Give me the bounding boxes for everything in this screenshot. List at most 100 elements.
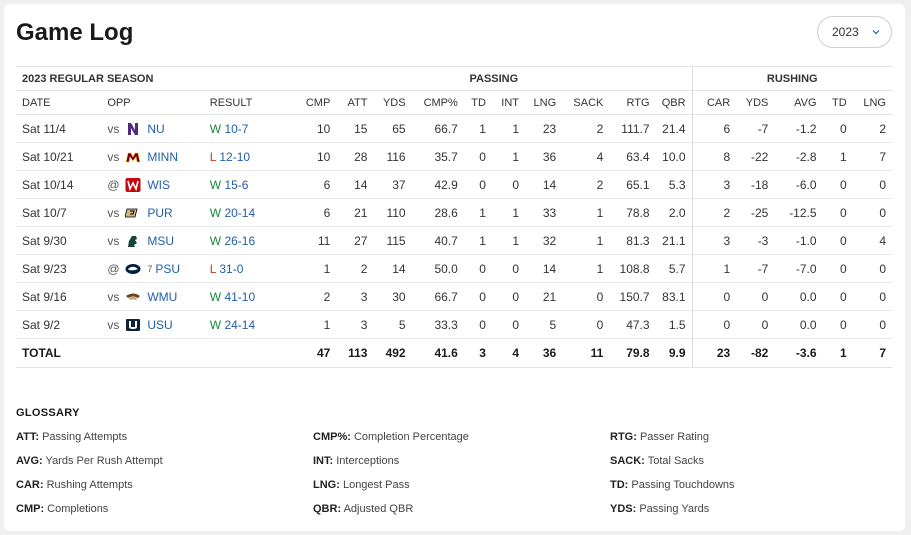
total-yds: -82 xyxy=(736,338,775,368)
result-cell[interactable]: W 10-7 xyxy=(203,114,297,143)
result-cell[interactable]: W 20-14 xyxy=(203,198,297,227)
result-score-link[interactable]: 10-7 xyxy=(224,121,249,136)
glossary-key: CAR: xyxy=(16,479,44,491)
result-score-link[interactable]: 31-0 xyxy=(219,261,244,276)
result-score-link[interactable]: 41-10 xyxy=(224,289,256,304)
opponent-link[interactable]: NU xyxy=(147,121,165,136)
stat-sack: 1 xyxy=(562,198,610,227)
stat-lng: 2 xyxy=(852,114,892,143)
glossary-definition: Completion Percentage xyxy=(353,431,469,443)
stat-qbr: 21.1 xyxy=(655,226,693,255)
glossary-item: INT: Interceptions xyxy=(313,455,399,467)
opponent[interactable]: vs MINN xyxy=(107,149,197,165)
home-away-indicator: vs xyxy=(107,233,120,248)
column-header-att[interactable]: ATT xyxy=(336,90,374,115)
glossary-definition: Passing Attempts xyxy=(42,431,128,443)
column-header-yds[interactable]: YDS xyxy=(373,90,412,115)
stat-cmp-pct: 35.7 xyxy=(411,142,464,171)
column-header-result[interactable]: RESULT xyxy=(203,90,297,115)
result-score-link[interactable]: 12-10 xyxy=(219,149,251,164)
stat-td: 1 xyxy=(463,226,492,255)
opponent-link[interactable]: PUR xyxy=(147,205,173,220)
result-cell[interactable]: W 15-6 xyxy=(203,170,297,199)
opponent-link[interactable]: WIS xyxy=(147,177,171,192)
total-cmp-pct: 41.6 xyxy=(411,338,464,368)
glossary-definition: Passing Touchdowns xyxy=(631,479,735,491)
column-header-lng[interactable]: LNG xyxy=(852,90,892,115)
stat-qbr: 5.7 xyxy=(655,254,693,283)
glossary-key: ATT: xyxy=(16,431,40,443)
column-header-rtg[interactable]: RTG xyxy=(609,90,656,115)
opponent[interactable]: vs USU xyxy=(107,317,197,333)
home-away-indicator: vs xyxy=(107,205,120,220)
game-log-card: Game Log 2023 2023 REGULAR SEASON PASSIN… xyxy=(4,4,905,531)
stat-avg: -2.8 xyxy=(774,142,823,171)
stat-att: 28 xyxy=(336,142,374,171)
opponent-link[interactable]: USU xyxy=(147,317,173,332)
column-header-sack[interactable]: SACK xyxy=(562,90,610,115)
total-rtg: 79.8 xyxy=(609,338,656,368)
column-header-avg[interactable]: AVG xyxy=(774,90,823,115)
column-header-row: DATE OPP RESULT CMP ATT YDS CMP% TD INT LNG SACK RT… xyxy=(16,90,892,115)
result-outcome: W xyxy=(209,233,222,248)
stat-int: 0 xyxy=(491,254,526,283)
stat-sack: 2 xyxy=(562,114,610,143)
total-cmp: 47 xyxy=(296,338,337,368)
stat-att: 27 xyxy=(336,226,374,255)
game-date: Sat 10/7 xyxy=(16,198,102,227)
opponent-link[interactable]: MINN xyxy=(147,149,179,164)
opponent-cell: @7 PSU xyxy=(101,254,204,283)
result-score-link[interactable]: 26-16 xyxy=(224,233,256,248)
result-outcome: W xyxy=(209,205,222,220)
stat-yds: -7 xyxy=(736,114,775,143)
opponent-link[interactable]: MSU xyxy=(147,233,175,248)
column-header-int[interactable]: INT xyxy=(491,90,526,115)
result-cell[interactable]: W 24-14 xyxy=(203,310,297,339)
column-header-cmp[interactable]: CMP xyxy=(296,90,337,115)
opponent-link[interactable]: WMU xyxy=(147,289,178,304)
result-score-link[interactable]: 24-14 xyxy=(224,317,256,332)
column-header-td[interactable]: TD xyxy=(463,90,492,115)
result-cell[interactable]: W 41-10 xyxy=(203,282,297,311)
opponent[interactable]: @ WIS xyxy=(107,177,197,193)
total-avg: -3.6 xyxy=(774,338,823,368)
result-cell[interactable]: L 31-0 xyxy=(203,254,297,283)
stat-td: 1 xyxy=(463,114,492,143)
table-row: Sat 10/7 vs PUR W 20-14 6 21 110 28.6 1 1 33 1 78.8 2… xyxy=(16,198,892,227)
result-score-link[interactable]: 20-14 xyxy=(224,205,256,220)
stat-att: 14 xyxy=(336,170,374,199)
opponent[interactable]: vs PUR xyxy=(107,205,197,221)
glossary-item: ATT: Passing Attempts xyxy=(16,431,127,443)
stat-td: 0 xyxy=(463,170,492,199)
result-outcome: W xyxy=(209,317,222,332)
opponent[interactable]: vs MSU xyxy=(107,233,197,249)
stat-yds: 116 xyxy=(373,142,412,171)
glossary-key: SACK: xyxy=(610,455,645,467)
column-header-car[interactable]: CAR xyxy=(691,90,737,115)
column-header-cmp-pct[interactable]: CMP% xyxy=(411,90,464,115)
column-header-opp[interactable]: OPP xyxy=(101,90,204,115)
column-header-yds[interactable]: YDS xyxy=(736,90,775,115)
opponent-link[interactable]: PSU xyxy=(155,261,181,276)
result-outcome: W xyxy=(209,121,222,136)
opponent[interactable]: vs WMU xyxy=(107,289,197,305)
stat-sack: 1 xyxy=(562,254,610,283)
column-header-qbr[interactable]: QBR xyxy=(655,90,693,115)
stat-avg: -7.0 xyxy=(774,254,823,283)
result-cell[interactable]: W 26-16 xyxy=(203,226,297,255)
stat-avg: 0.0 xyxy=(774,310,823,339)
year-select[interactable]: 2023 xyxy=(817,16,892,48)
opponent[interactable]: vs NU xyxy=(107,121,197,137)
column-header-date[interactable]: DATE xyxy=(16,90,102,115)
column-header-td[interactable]: TD xyxy=(822,90,853,115)
result-score-link[interactable]: 15-6 xyxy=(224,177,249,192)
stat-lng: 5 xyxy=(525,310,563,339)
glossary-key: YDS: xyxy=(610,503,637,515)
opponent[interactable]: @7 PSU xyxy=(107,261,197,277)
stat-td: 0 xyxy=(463,254,492,283)
home-away-indicator: @ xyxy=(107,177,120,192)
column-header-lng[interactable]: LNG xyxy=(525,90,563,115)
penn-state-logo-icon xyxy=(125,263,141,274)
result-cell[interactable]: L 12-10 xyxy=(203,142,297,171)
stat-yds: 0 xyxy=(736,310,775,339)
